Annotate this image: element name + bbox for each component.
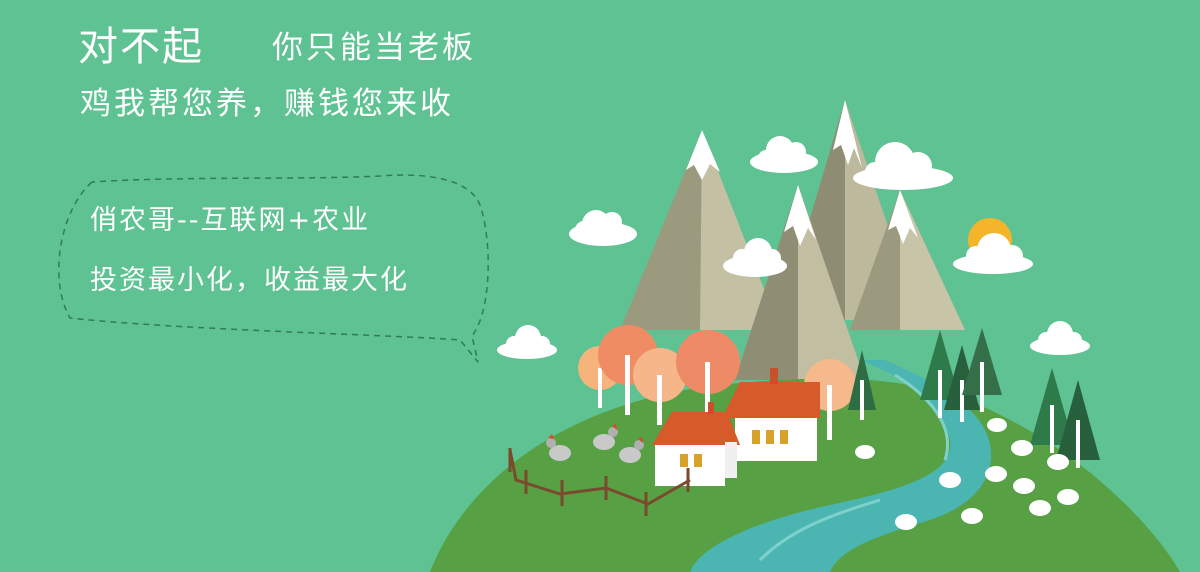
mountain-icon [620, 130, 780, 330]
house-icon [722, 368, 820, 461]
cloud-icon [723, 238, 787, 277]
speech-bubble-outline [58, 174, 489, 363]
mountain-icon [735, 185, 865, 380]
chicken-icon [619, 437, 644, 463]
speech-bubble-line1: 俏农哥--互联网+农业 [90, 205, 371, 236]
cloud-icon [953, 233, 1033, 274]
headline-part2: 你只能当老板 [272, 30, 476, 66]
chicken-icon [546, 434, 571, 461]
cloud-icon [569, 210, 637, 246]
cloud-icon [497, 325, 557, 359]
tree-icon [848, 350, 876, 420]
sheep-icon [855, 418, 1079, 530]
tree-icon [633, 348, 687, 425]
cloud-icon [1030, 321, 1090, 355]
chicken-icon [593, 424, 618, 450]
house-icon [652, 402, 740, 486]
tree-icon [1030, 368, 1074, 453]
tree-icon [676, 330, 740, 420]
tree-icon [920, 330, 960, 418]
subheadline: 鸡我帮您养，赚钱您来收 [80, 86, 454, 122]
mountain-icon [850, 190, 965, 330]
tree-icon [962, 328, 1002, 412]
cloud-icon [853, 142, 953, 190]
fence-icon [508, 448, 691, 516]
cloud-icon [750, 136, 818, 173]
tree-icon [1056, 380, 1100, 468]
speech-bubble-line2: 投资最小化，收益最大化 [90, 265, 409, 296]
headline-part1: 对不起 [78, 24, 204, 70]
